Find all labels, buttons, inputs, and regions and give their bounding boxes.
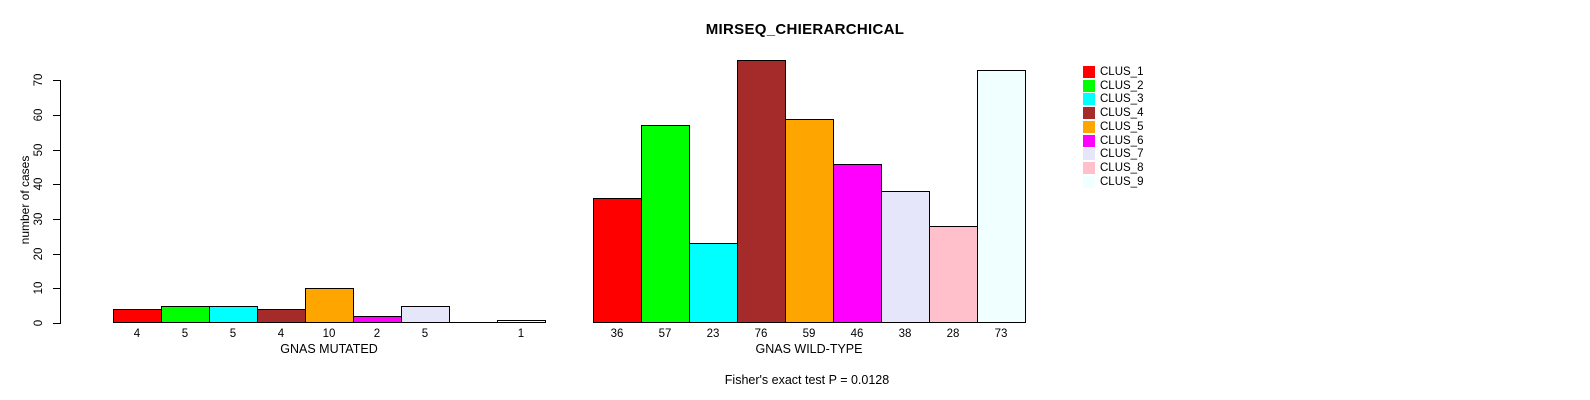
legend-item: CLUS_4 (1083, 106, 1143, 120)
y-axis-tick (53, 80, 60, 81)
legend-label: CLUS_5 (1100, 120, 1144, 133)
bar-value-label: 4 (133, 328, 141, 340)
legend-label: CLUS_9 (1100, 175, 1144, 188)
y-axis-tick-label: 20 (33, 247, 45, 261)
bar-clus-1-group-2 (593, 198, 642, 323)
bar-clus-8-group-2 (929, 226, 978, 323)
y-axis-tick (53, 150, 60, 151)
bar-value-label: 2 (373, 328, 381, 340)
y-axis-tick-label: 60 (33, 108, 45, 122)
y-axis-tick-label: 70 (33, 73, 45, 87)
legend-item: CLUS_5 (1083, 120, 1143, 134)
bar-clus-2-group-1 (161, 306, 210, 323)
bar-value-label: 59 (802, 328, 816, 340)
bar-clus-7-group-1 (401, 306, 450, 323)
bar-value-label: 5 (181, 328, 189, 340)
legend-label: CLUS_7 (1100, 148, 1144, 161)
legend-label: CLUS_1 (1100, 65, 1144, 78)
legend-item: CLUS_6 (1083, 134, 1143, 148)
legend-swatch (1083, 162, 1095, 175)
legend: CLUS_1 CLUS_2 CLUS_3 CLUS_4 CLUS_5 CLUS_6 CLUS… (1083, 65, 1143, 189)
bar-clus-4-group-2 (737, 60, 786, 323)
legend-item: CLUS_2 (1083, 79, 1143, 93)
bar-value-label: 1 (517, 328, 525, 340)
y-axis-tick (53, 115, 60, 116)
bar-clus-2-group-2 (641, 125, 690, 323)
y-axis-line (60, 80, 61, 324)
y-axis-tick (53, 323, 60, 324)
bar-value-label: 5 (229, 328, 237, 340)
legend-item: CLUS_9 (1083, 175, 1143, 189)
y-axis-tick-label: 30 (33, 212, 45, 226)
y-axis-tick-label: 40 (33, 177, 45, 191)
y-axis-tick (53, 288, 60, 289)
bar-clus-6-group-1 (353, 316, 402, 323)
x-axis-group-label: GNAS MUTATED (280, 342, 378, 356)
bar-value-label: 46 (850, 328, 864, 340)
bar-clus-8-group-1 (449, 322, 498, 323)
legend-item: CLUS_7 (1083, 148, 1143, 162)
y-axis-tick (53, 184, 60, 185)
bar-value-label: 23 (706, 328, 720, 340)
legend-swatch (1083, 120, 1095, 133)
y-axis-tick-label: 0 (33, 319, 45, 327)
bar-value-label: 76 (754, 328, 768, 340)
y-axis-tick-label: 50 (33, 143, 45, 157)
legend-swatch (1083, 79, 1095, 92)
legend-swatch (1083, 107, 1095, 120)
bar-clus-6-group-2 (833, 164, 882, 323)
bar-clus-9-group-1 (497, 320, 546, 323)
bar-clus-9-group-2 (977, 70, 1026, 323)
x-axis-group-label: GNAS WILD-TYPE (755, 342, 863, 356)
bar-value-label: 10 (322, 328, 336, 340)
bar-value-label: 73 (994, 328, 1008, 340)
bar-value-label: 36 (610, 328, 624, 340)
y-axis-label: number of cases (18, 155, 32, 245)
bar-clus-3-group-2 (689, 243, 738, 323)
legend-label: CLUS_4 (1100, 107, 1144, 120)
bar-clus-4-group-1 (257, 309, 306, 323)
legend-swatch (1083, 134, 1095, 147)
bar-clus-5-group-1 (305, 288, 354, 323)
legend-item: CLUS_1 (1083, 65, 1143, 79)
legend-swatch (1083, 93, 1095, 106)
legend-label: CLUS_8 (1100, 162, 1144, 175)
legend-label: CLUS_6 (1100, 134, 1144, 147)
bar-clus-7-group-2 (881, 191, 930, 323)
legend-label: CLUS_2 (1100, 79, 1144, 92)
bar-clus-3-group-1 (209, 306, 258, 323)
legend-item: CLUS_8 (1083, 161, 1143, 175)
bar-clus-1-group-1 (113, 309, 162, 323)
legend-item: CLUS_3 (1083, 93, 1143, 107)
bar-value-label: 5 (421, 328, 429, 340)
legend-swatch (1083, 175, 1095, 188)
legend-label: CLUS_3 (1100, 93, 1144, 106)
chart-title: MIRSEQ_CHIERARCHICAL (705, 21, 905, 38)
bar-value-label: 28 (946, 328, 960, 340)
legend-swatch (1083, 148, 1095, 161)
y-axis-tick-label: 10 (33, 281, 45, 295)
fisher-test-annotation: Fisher's exact test P = 0.0128 (724, 373, 890, 387)
y-axis-tick (53, 219, 60, 220)
bar-value-label: 4 (277, 328, 285, 340)
bar-value-label: 38 (898, 328, 912, 340)
legend-swatch (1083, 65, 1095, 78)
y-axis-tick (53, 254, 60, 255)
bar-clus-5-group-2 (785, 119, 834, 323)
bar-value-label: 57 (658, 328, 672, 340)
